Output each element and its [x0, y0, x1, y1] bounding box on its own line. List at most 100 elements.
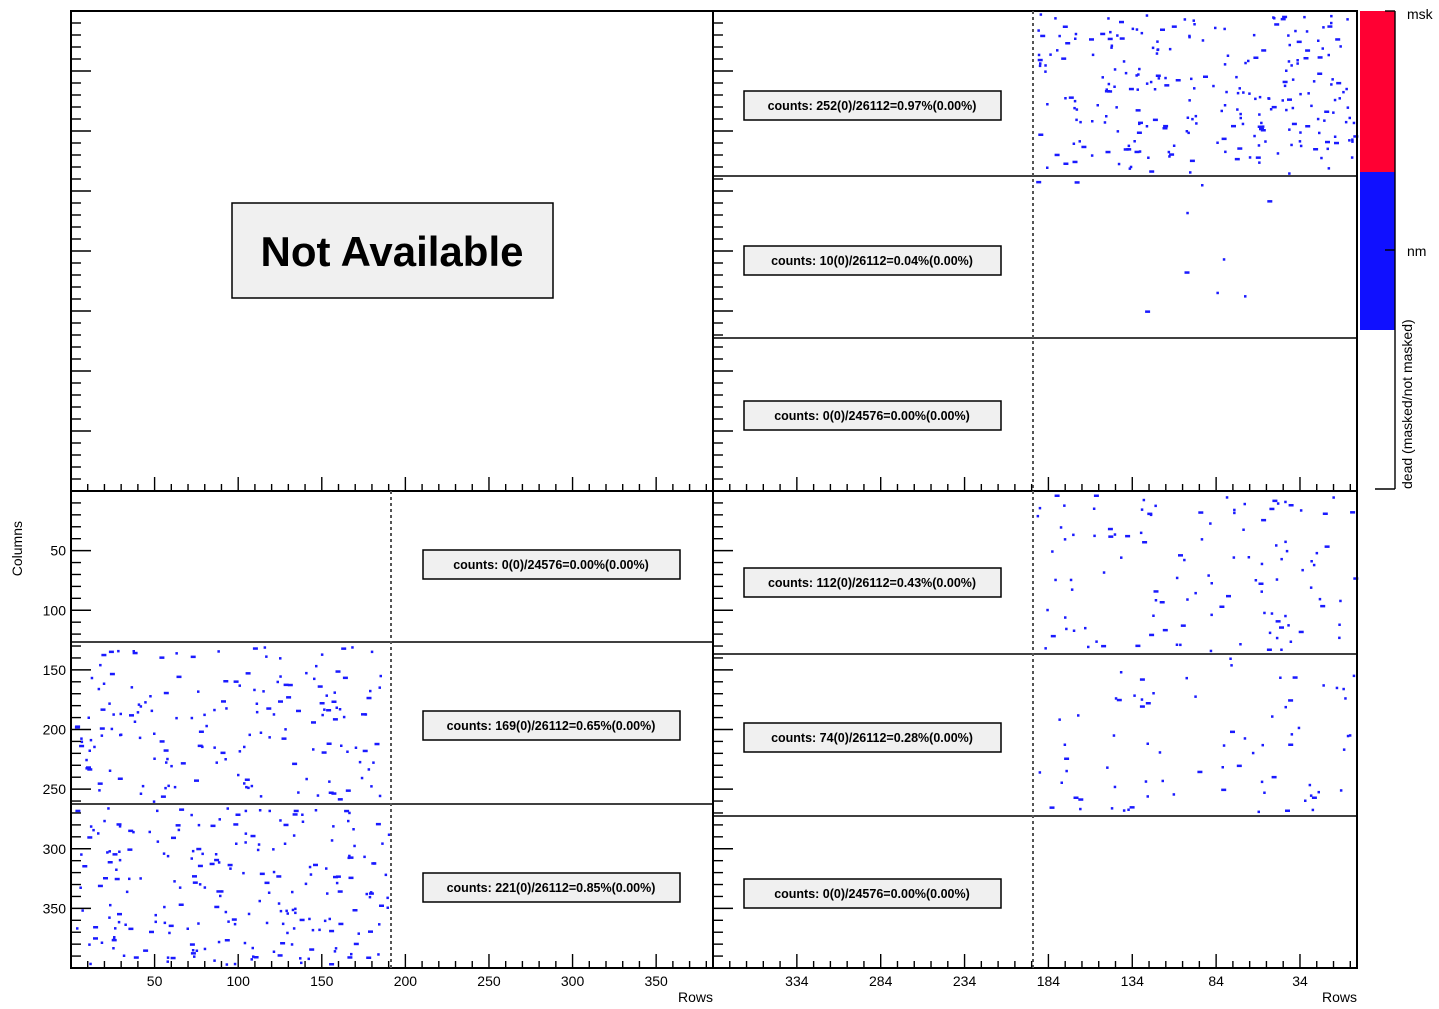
dead-pixel	[1219, 605, 1225, 608]
dead-pixel	[186, 927, 189, 930]
dead-pixel	[1275, 578, 1279, 581]
y-tick-label: 200	[43, 722, 67, 738]
dead-pixel	[285, 909, 288, 913]
dead-pixel	[286, 912, 289, 915]
dead-pixel	[1338, 97, 1341, 100]
dead-pixel	[1186, 211, 1189, 215]
dead-pixel	[1140, 31, 1144, 35]
dead-pixel	[1330, 83, 1333, 86]
dead-pixel	[153, 732, 156, 735]
dead-pixel	[1272, 499, 1278, 503]
dead-pixel	[1310, 560, 1313, 563]
dead-pixel	[313, 863, 318, 867]
dead-pixel	[1335, 686, 1339, 690]
dead-pixel	[1175, 576, 1179, 580]
count-label-top-right-3: counts: 0(0)/24576=0.00%(0.00%)	[774, 409, 970, 423]
dead-pixel	[316, 794, 320, 797]
dead-pixel	[281, 737, 287, 740]
dead-pixel	[320, 653, 324, 656]
dead-pixel	[179, 808, 185, 811]
dead-pixel	[1285, 549, 1289, 553]
dead-pixel	[1276, 502, 1280, 505]
dead-pixel	[294, 911, 297, 915]
dead-pixel	[1275, 636, 1279, 640]
dead-pixel	[1261, 518, 1267, 522]
dead-pixel	[379, 904, 384, 907]
dead-pixel	[342, 676, 348, 680]
dead-pixel	[1247, 59, 1250, 63]
dead-pixel	[1038, 64, 1042, 68]
dead-pixel	[1127, 808, 1130, 811]
dead-pixel	[277, 954, 283, 957]
dead-pixel	[1321, 47, 1324, 50]
dead-pixel	[1248, 92, 1251, 95]
dead-pixel	[372, 761, 375, 764]
dead-pixel	[245, 785, 248, 789]
dead-pixel	[1323, 119, 1326, 122]
dead-pixel	[264, 881, 270, 885]
dead-pixel	[1350, 511, 1356, 514]
dead-pixel	[149, 930, 154, 934]
dead-pixel	[1135, 28, 1139, 31]
dead-pixel	[1232, 556, 1236, 559]
dead-pixel	[1145, 702, 1151, 705]
dead-pixel	[1303, 15, 1306, 19]
dead-pixel	[1054, 153, 1060, 157]
dead-pixel	[1119, 37, 1125, 40]
dead-pixel	[117, 912, 122, 916]
dead-pixel	[291, 908, 295, 912]
dead-pixel	[245, 672, 251, 675]
dead-pixel	[144, 701, 147, 704]
x-axis-label-right: Rows	[1322, 989, 1357, 1005]
dead-pixel	[323, 919, 327, 923]
dead-pixel	[247, 786, 250, 790]
dead-pixel	[1049, 806, 1055, 809]
dead-pixel	[1129, 806, 1135, 809]
dead-pixel	[1261, 49, 1267, 52]
dead-pixel	[268, 809, 271, 813]
dead-pixel	[1291, 78, 1295, 81]
dead-pixel	[276, 875, 282, 878]
dead-pixel	[107, 807, 110, 810]
dead-pixel	[1309, 794, 1313, 797]
dead-pixel	[1324, 110, 1330, 113]
count-label-box	[743, 400, 1002, 431]
dead-pixel	[1294, 29, 1297, 33]
dead-pixel	[197, 864, 203, 868]
dead-pixel	[1145, 125, 1149, 128]
dead-pixel	[266, 707, 272, 710]
dead-pixel	[1260, 129, 1266, 132]
dead-pixel	[108, 916, 111, 919]
dead-pixel	[244, 832, 248, 835]
dead-pixel	[347, 956, 353, 959]
dead-pixel	[1078, 798, 1084, 801]
dead-pixel	[1119, 20, 1124, 24]
dead-pixel	[1155, 52, 1159, 55]
dead-pixel	[235, 842, 238, 845]
dead-pixel	[156, 809, 159, 813]
dead-pixel	[1303, 57, 1309, 60]
dead-pixel	[198, 883, 202, 886]
dead-pixel	[328, 780, 331, 783]
dead-pixel	[1296, 59, 1299, 62]
dead-pixel	[97, 687, 101, 691]
dead-pixel	[329, 963, 335, 966]
dead-pixel	[223, 680, 229, 683]
dead-pixel	[108, 702, 111, 705]
dead-pixel	[267, 891, 271, 894]
dead-pixel	[1194, 114, 1198, 118]
dead-pixel	[1044, 647, 1047, 650]
dead-pixel	[377, 953, 380, 956]
dead-pixel	[1164, 76, 1167, 80]
dead-pixel	[1149, 513, 1153, 517]
dead-pixel	[1065, 627, 1068, 631]
dead-pixel	[1233, 511, 1236, 515]
dead-pixel	[139, 705, 143, 708]
dead-pixel	[1074, 37, 1077, 40]
dead-pixel	[353, 844, 356, 848]
dead-pixel	[379, 674, 382, 678]
y-tick-label: 100	[43, 602, 67, 618]
dead-pixel	[170, 764, 173, 768]
dead-pixel	[1239, 643, 1242, 646]
dead-pixel	[1290, 143, 1293, 147]
